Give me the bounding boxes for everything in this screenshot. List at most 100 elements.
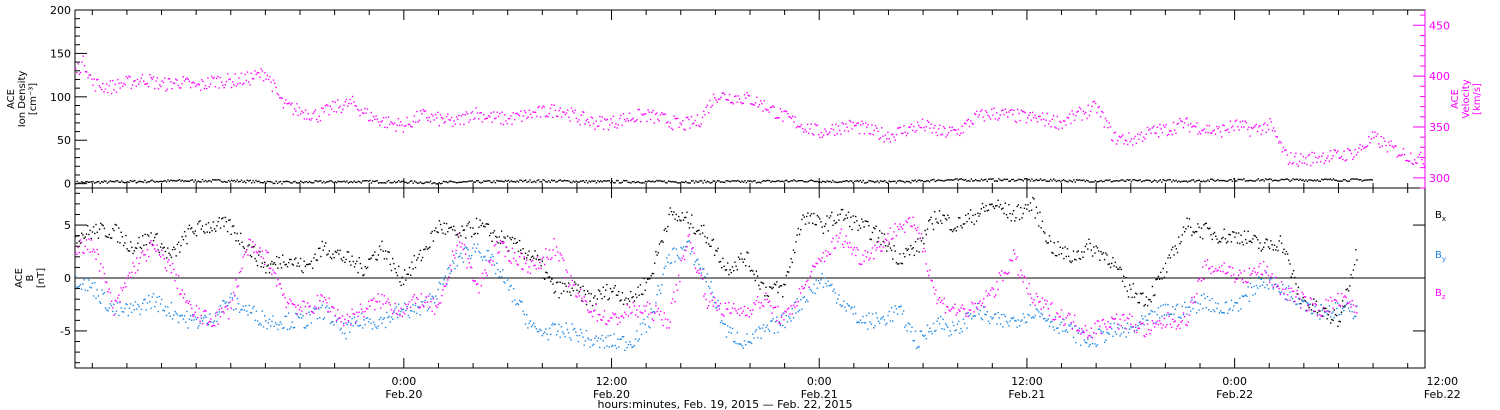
bx-point bbox=[260, 266, 262, 268]
velocity-point bbox=[714, 97, 716, 99]
bz-point bbox=[92, 248, 95, 251]
bz-point bbox=[655, 304, 657, 307]
velocity-point bbox=[270, 81, 272, 83]
velocity-point bbox=[321, 107, 323, 109]
bx-point bbox=[102, 224, 104, 227]
velocity-point bbox=[1239, 121, 1241, 123]
velocity-point bbox=[454, 123, 456, 125]
density-point bbox=[431, 182, 433, 185]
bx-point bbox=[1036, 212, 1039, 214]
density-point bbox=[825, 181, 827, 183]
bx-point bbox=[1039, 211, 1041, 213]
bx-point bbox=[472, 227, 474, 229]
bz-point bbox=[776, 319, 778, 322]
velocity-point bbox=[981, 109, 983, 111]
density-point bbox=[1315, 180, 1317, 182]
by-point bbox=[176, 313, 179, 316]
velocity-point bbox=[797, 125, 799, 127]
bx-point bbox=[794, 251, 796, 254]
velocity-point bbox=[206, 87, 208, 90]
velocity-point bbox=[675, 117, 678, 120]
velocity-point bbox=[144, 83, 146, 85]
velocity-point bbox=[123, 82, 125, 85]
bx-point bbox=[228, 219, 230, 221]
bx-point bbox=[1138, 302, 1140, 304]
by-point bbox=[1291, 297, 1294, 300]
by-point bbox=[395, 306, 397, 308]
velocity-point bbox=[225, 80, 228, 83]
bx-point bbox=[1215, 235, 1217, 237]
velocity-point bbox=[704, 114, 706, 116]
density-point bbox=[137, 181, 139, 183]
bx-point bbox=[125, 234, 127, 237]
density-point bbox=[82, 181, 84, 184]
bx-point bbox=[626, 303, 628, 305]
by-point bbox=[1289, 291, 1291, 293]
bz-point bbox=[144, 254, 146, 256]
velocity-point bbox=[1291, 163, 1293, 165]
by-point bbox=[1139, 323, 1142, 325]
bx-point bbox=[701, 232, 704, 234]
velocity-point bbox=[708, 112, 710, 114]
bx-point bbox=[892, 258, 894, 260]
velocity-point bbox=[899, 126, 901, 129]
by-point bbox=[1202, 307, 1204, 310]
by-point bbox=[394, 308, 396, 310]
bz-point bbox=[674, 301, 676, 303]
by-point bbox=[901, 313, 904, 315]
bz-point bbox=[317, 307, 320, 309]
velocity-point bbox=[384, 126, 386, 128]
velocity-point bbox=[1264, 122, 1266, 124]
velocity-point bbox=[705, 106, 707, 109]
bz-point bbox=[496, 240, 498, 243]
velocity-point bbox=[202, 80, 204, 83]
velocity-point bbox=[946, 134, 948, 136]
velocity-point bbox=[1391, 145, 1393, 147]
by-point bbox=[1099, 328, 1101, 331]
bz-point bbox=[627, 315, 630, 317]
velocity-point bbox=[389, 123, 391, 126]
velocity-point bbox=[1222, 124, 1224, 126]
by-point bbox=[548, 327, 551, 329]
density-point bbox=[1220, 179, 1222, 182]
by-point bbox=[801, 308, 803, 310]
density-point bbox=[486, 180, 488, 182]
bz-point bbox=[678, 274, 680, 277]
density-point bbox=[556, 180, 559, 183]
density-point bbox=[499, 180, 501, 182]
bx-point bbox=[317, 247, 320, 250]
velocity-point bbox=[94, 90, 97, 92]
by-point bbox=[931, 332, 933, 335]
density-point bbox=[240, 179, 243, 181]
bx-point bbox=[1015, 217, 1017, 219]
bz-point bbox=[529, 272, 531, 275]
by-point bbox=[1075, 342, 1077, 344]
density-point bbox=[771, 180, 773, 182]
velocity-point bbox=[1091, 105, 1093, 107]
velocity-point bbox=[92, 84, 94, 86]
by-point bbox=[669, 262, 671, 265]
velocity-point bbox=[249, 84, 251, 86]
velocity-point bbox=[1368, 136, 1370, 138]
bx-point bbox=[1276, 246, 1278, 248]
velocity-point bbox=[1240, 126, 1243, 128]
bx-point bbox=[226, 230, 229, 233]
velocity-point bbox=[433, 119, 435, 121]
density-point bbox=[555, 181, 557, 183]
velocity-point bbox=[1090, 110, 1092, 112]
density-point bbox=[868, 180, 870, 182]
bx-point bbox=[462, 229, 464, 231]
density-point bbox=[1305, 179, 1307, 181]
by-point bbox=[329, 322, 332, 324]
velocity-point bbox=[1366, 145, 1369, 147]
density-point bbox=[1175, 179, 1177, 182]
velocity-point bbox=[795, 126, 798, 129]
bx-point bbox=[480, 224, 482, 227]
bz-point bbox=[758, 301, 760, 304]
bx-point bbox=[298, 265, 301, 267]
bx-point bbox=[1344, 305, 1346, 307]
density-point bbox=[343, 180, 345, 182]
bz-point bbox=[323, 296, 326, 299]
bx-point bbox=[528, 250, 530, 252]
velocity-point bbox=[1343, 150, 1345, 152]
